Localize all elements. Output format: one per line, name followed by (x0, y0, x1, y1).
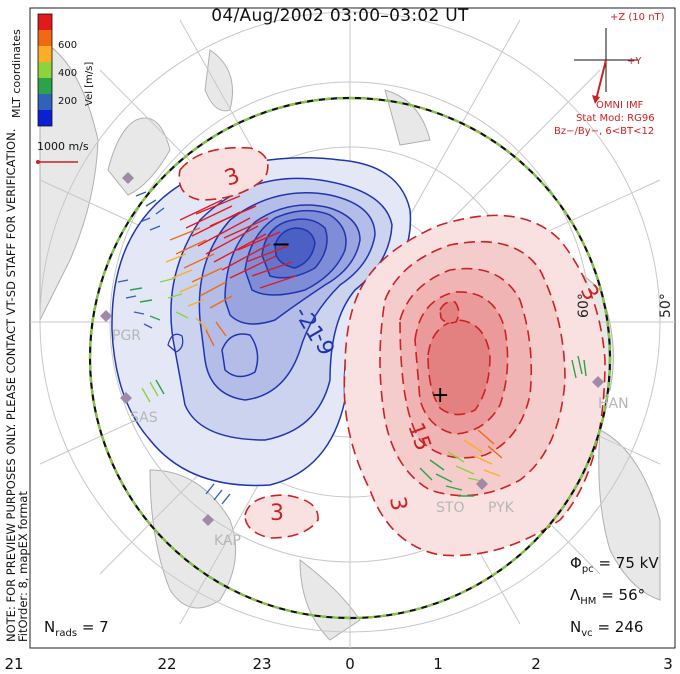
pos-contour-5 (427, 319, 491, 416)
colorbar-seg-3 (38, 46, 52, 62)
velocity-vectors-dusk (117, 191, 297, 505)
heppner-maynard-latitude: ΛHM = 56° (570, 586, 645, 607)
phi-symbol: Φ (570, 554, 582, 572)
station-label-sas: SAS (130, 410, 158, 426)
nvc-sub: vc (581, 628, 593, 639)
colorbar-seg-6 (38, 94, 52, 110)
colorbar-seg-2 (38, 30, 52, 46)
neg-side-cell (221, 333, 259, 378)
plot-frame (29, 7, 676, 649)
nrads-symbol: N (44, 618, 56, 636)
mlt-tick-0: 0 (345, 655, 355, 673)
station-label-pgr: PGR (112, 328, 141, 344)
reference-vector (36, 160, 78, 164)
station-label-kap: KAP (214, 533, 241, 549)
station-label-sto: STO (436, 500, 464, 516)
nrads-value: = 7 (81, 618, 109, 636)
station-markers (100, 172, 604, 526)
ref-vector-label: 1000 m/s (37, 140, 89, 153)
latitude-label-50: 50° (658, 293, 674, 318)
velocity-vectors-dawn (419, 355, 587, 497)
phi-sub: pc (581, 564, 594, 575)
cross-polar-cap-potential: Φpc = 75 kV (570, 554, 659, 575)
positive-islands (178, 146, 319, 539)
imf-z-label: +Z (10 nT) (610, 12, 665, 23)
lambda-value: = 56° (601, 586, 646, 604)
pos-contour-label-2: 3 (270, 501, 284, 526)
neg-small-loop (167, 333, 184, 353)
colorbar-tick-200: 200 (58, 96, 77, 107)
nvc-value: = 246 (597, 618, 644, 636)
radar-count: Nrads = 7 (44, 618, 109, 639)
heppner-maynard-boundary-dash (88, 96, 612, 620)
imf-dial (574, 28, 638, 104)
colorbar-tick-600: 600 (58, 40, 77, 51)
phi-value: = 75 kV (598, 554, 659, 572)
colorbar-seg-4 (38, 62, 52, 78)
pos-island-top (178, 146, 269, 201)
station-label-pyk: PYK (488, 500, 515, 516)
colorbar-tick-400: 400 (58, 68, 77, 79)
mlt-tick-23: 23 (252, 655, 272, 673)
lambda-symbol: Λ (570, 586, 581, 604)
imf-stat-mod: Stat Mod: RG96 (576, 113, 655, 124)
negative-cell (111, 157, 412, 487)
imf-y-label: +Y (627, 56, 642, 67)
lambda-sub: HM (580, 596, 597, 607)
fit-order-label: FitOrder: 8, mapEX format (16, 491, 30, 642)
colorbar-seg-7 (38, 110, 52, 126)
station-label-han: HAN (598, 396, 629, 412)
nvc-symbol: N (570, 618, 582, 636)
potential-minimum-marker: − (271, 230, 291, 258)
potential-maximum-marker: + (431, 383, 449, 408)
pos-island-bottom (244, 494, 319, 539)
mlt-tick-21: 21 (4, 655, 24, 673)
mlt-tick-1: 1 (433, 655, 443, 673)
mlt-tick-22: 22 (157, 655, 177, 673)
imf-bin: Bz−/By−, 6<BT<12 (554, 126, 655, 137)
page-title: 04/Aug/2002 03:00–03:02 UT (211, 6, 469, 26)
mlt-tick-3: 3 (663, 655, 673, 673)
velocity-colorbar: 600 400 200 Vel [m/s] (37, 13, 95, 127)
mlt-tick-2: 2 (531, 655, 541, 673)
station-labels: PGR SAS KAP STO PYK HAN (112, 328, 629, 549)
positive-cell (343, 214, 606, 557)
latitude-label-60: 60° (576, 293, 592, 318)
pos-contour-6 (439, 300, 460, 324)
colorbar-seg-1 (38, 14, 52, 30)
imf-source: OMNI IMF (596, 100, 644, 111)
vector-count: Nvc = 246 (570, 618, 643, 639)
colorbar-label: Vel [m/s] (84, 62, 95, 106)
nrads-sub: rads (55, 628, 78, 639)
pos-contour-label-5: 3 (384, 495, 411, 513)
mlt-coords-label: MLT coordinates (10, 29, 23, 118)
colorbar-seg-5 (38, 78, 52, 94)
